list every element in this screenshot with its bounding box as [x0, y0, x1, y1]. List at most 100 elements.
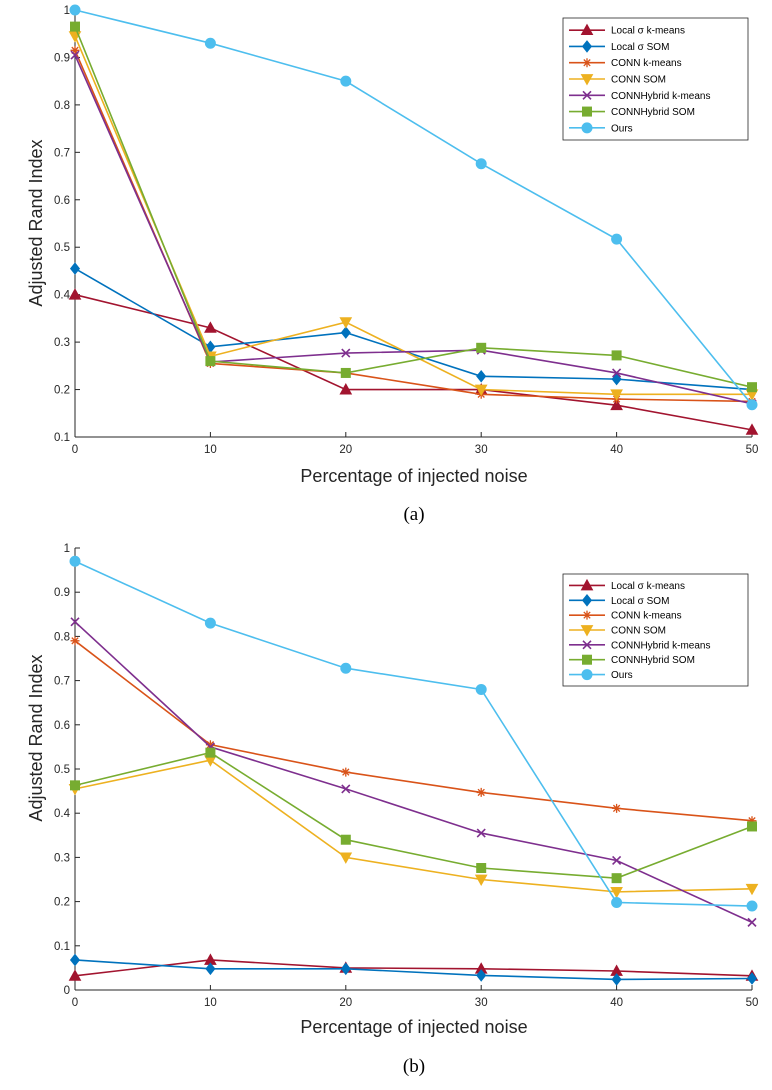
legend-label: CONN SOM	[611, 75, 666, 86]
data-point	[476, 828, 486, 838]
x-tick-label: 0	[72, 997, 78, 1009]
series-5	[70, 747, 757, 884]
series-0	[68, 953, 759, 981]
legend-marker	[582, 610, 592, 620]
data-point	[476, 342, 487, 353]
legend-item: Local σ SOM	[569, 40, 669, 53]
y-tick-label: 0.7	[54, 147, 70, 159]
legend-item: Local σ k-means	[569, 23, 685, 37]
y-tick-label: 0.5	[54, 764, 70, 776]
data-point	[746, 972, 758, 985]
x-axis-title: Percentage of injected noise	[300, 1017, 527, 1037]
data-point	[340, 962, 351, 976]
y-tick-label: 0.6	[54, 720, 70, 732]
data-point	[474, 874, 488, 887]
series-1	[69, 262, 758, 396]
data-point	[340, 662, 352, 674]
y-tick-label: 0.5	[54, 242, 70, 254]
x-tick-label: 20	[339, 997, 352, 1009]
y-tick-label: 0.4	[54, 808, 71, 820]
legend-marker	[581, 40, 593, 53]
data-point	[476, 369, 487, 383]
data-point	[204, 321, 217, 333]
legend-item: CONNHybrid SOM	[569, 654, 695, 666]
data-point	[612, 368, 622, 378]
y-tick-label: 0.6	[54, 195, 70, 207]
data-point	[205, 356, 216, 367]
x-tick-label: 40	[610, 444, 623, 456]
legend-item: Ours	[569, 669, 633, 681]
data-point	[747, 917, 757, 927]
data-point	[339, 852, 353, 864]
data-point	[476, 787, 486, 797]
series-4	[70, 617, 757, 927]
legend-item: CONNHybrid k-means	[569, 640, 710, 651]
legend-marker	[580, 23, 594, 36]
legend-item: Local σ k-means	[569, 578, 685, 592]
x-tick-label: 40	[610, 997, 623, 1009]
legend-item: CONN SOM	[569, 625, 666, 637]
series-line	[74, 293, 753, 431]
x-tick-label: 0	[72, 444, 78, 456]
y-tick-label: 0.9	[54, 52, 70, 64]
data-point	[69, 4, 81, 16]
legend-item: CONNHybrid k-means	[569, 90, 710, 102]
series-3	[68, 755, 759, 899]
data-point	[205, 747, 216, 758]
y-axis-title: Adjusted Rand Index	[26, 139, 46, 306]
y-tick-label: 0.1	[54, 941, 70, 953]
data-point	[747, 821, 757, 832]
data-point	[339, 383, 353, 395]
legend-marker	[582, 640, 592, 650]
series-line	[74, 621, 753, 924]
legend-item: Local σ SOM	[569, 593, 669, 607]
x-tick-label: 30	[475, 997, 488, 1009]
x-tick-label: 50	[746, 997, 759, 1009]
legend-item: CONN k-means	[569, 58, 682, 69]
data-point	[204, 37, 216, 49]
data-point	[610, 398, 623, 411]
data-point	[70, 45, 80, 55]
data-point	[205, 962, 216, 976]
y-tick-label: 0.7	[54, 676, 70, 688]
series-line	[74, 959, 753, 977]
data-point	[476, 863, 487, 874]
x-tick-label: 50	[746, 444, 759, 456]
data-point	[745, 883, 759, 896]
legend-label: CONNHybrid SOM	[611, 655, 695, 666]
legend-label: CONN k-means	[611, 611, 682, 622]
legend-item: CONN k-means	[569, 611, 682, 622]
legend-item: Ours	[569, 122, 633, 134]
series-line	[74, 9, 753, 406]
legend-label: CONNHybrid SOM	[611, 107, 695, 118]
series-line	[74, 35, 752, 396]
data-point	[610, 886, 623, 899]
y-tick-label: 0.3	[54, 852, 70, 864]
series-line	[74, 640, 753, 822]
x-tick-label: 10	[204, 997, 217, 1009]
series-0	[68, 288, 759, 435]
legend: Local σ k-means Local σ SOM CONN k-means CO…	[562, 573, 749, 687]
data-point	[612, 855, 622, 866]
series-6	[69, 4, 758, 411]
x-axis-title: Percentage of injected noise	[300, 466, 527, 486]
chart-panel-a: Adjusted Rand Index Percentage of inject…	[26, 4, 759, 525]
data-point	[610, 389, 623, 401]
data-point	[745, 423, 759, 435]
x-tick-label: 10	[204, 444, 217, 456]
legend: Local σ k-means Local σ SOM CONN k-means CO…	[562, 17, 749, 141]
data-point	[70, 21, 80, 32]
data-point	[68, 969, 82, 981]
data-point	[340, 326, 351, 339]
data-point	[611, 896, 623, 908]
data-point	[611, 372, 622, 386]
y-tick-label: 0	[64, 985, 70, 997]
series-line	[74, 751, 753, 879]
legend-marker	[580, 74, 594, 86]
y-tick-label: 0.2	[54, 385, 70, 397]
legend-marker	[581, 122, 593, 134]
panel-caption: (a)	[403, 504, 424, 525]
legend-label: CONN SOM	[611, 626, 666, 637]
legend-label: Local σ k-means	[611, 26, 685, 37]
